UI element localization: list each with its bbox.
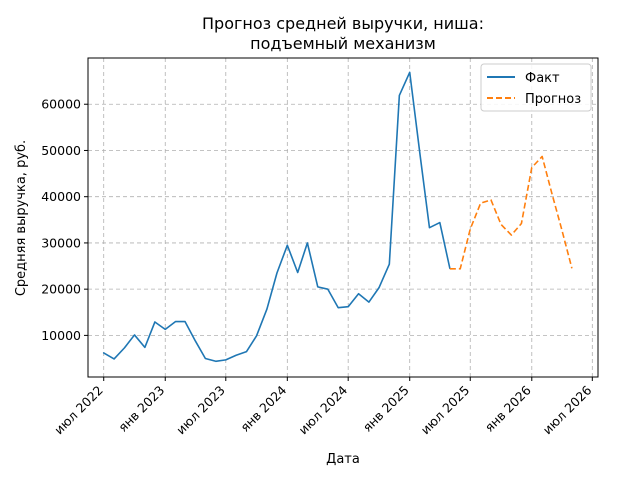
x-tick-label: июл 2025	[418, 383, 473, 438]
plot-frame	[87, 57, 599, 378]
x-tick-label: июл 2023	[173, 383, 228, 438]
chart-title-line-2: подъемный механизм	[250, 34, 436, 53]
legend: Факт Прогноз	[480, 63, 592, 112]
x-tick-label: янв 2024	[237, 382, 289, 434]
chart-title-line-1: Прогноз средней выручки, ниша:	[202, 14, 484, 33]
x-tick-label: июл 2022	[51, 383, 106, 438]
x-tick-label: июл 2026	[540, 382, 595, 437]
series-line-forecast	[449, 155, 573, 270]
series-line-fact	[102, 71, 451, 363]
legend-label-fact: Факт	[525, 71, 560, 86]
grid	[88, 58, 598, 377]
y-tick-label: 10000	[41, 328, 81, 343]
x-tick-label: янв 2025	[360, 383, 412, 435]
legend-label-forecast: Прогноз	[525, 92, 581, 107]
series-layer	[102, 71, 573, 363]
y-tick-label: 20000	[41, 282, 81, 297]
x-axis: июл 2022 янв 2023 июл 2023 янв 2024 июл 2024…	[51, 377, 594, 437]
x-tick-label: янв 2026	[482, 382, 534, 434]
y-tick-label: 40000	[41, 189, 81, 204]
y-axis-label: Средняя выручка, руб.	[14, 140, 29, 296]
y-tick-label: 50000	[41, 143, 81, 158]
x-tick-label: июл 2024	[296, 382, 351, 437]
x-axis-label: Дата	[326, 452, 360, 467]
y-tick-label: 30000	[41, 235, 81, 250]
y-axis: 10000 20000 30000 40000 50000 60000	[41, 97, 88, 343]
legend-box	[480, 63, 592, 112]
y-tick-label: 60000	[41, 97, 81, 112]
x-tick-label: янв 2023	[115, 383, 167, 435]
